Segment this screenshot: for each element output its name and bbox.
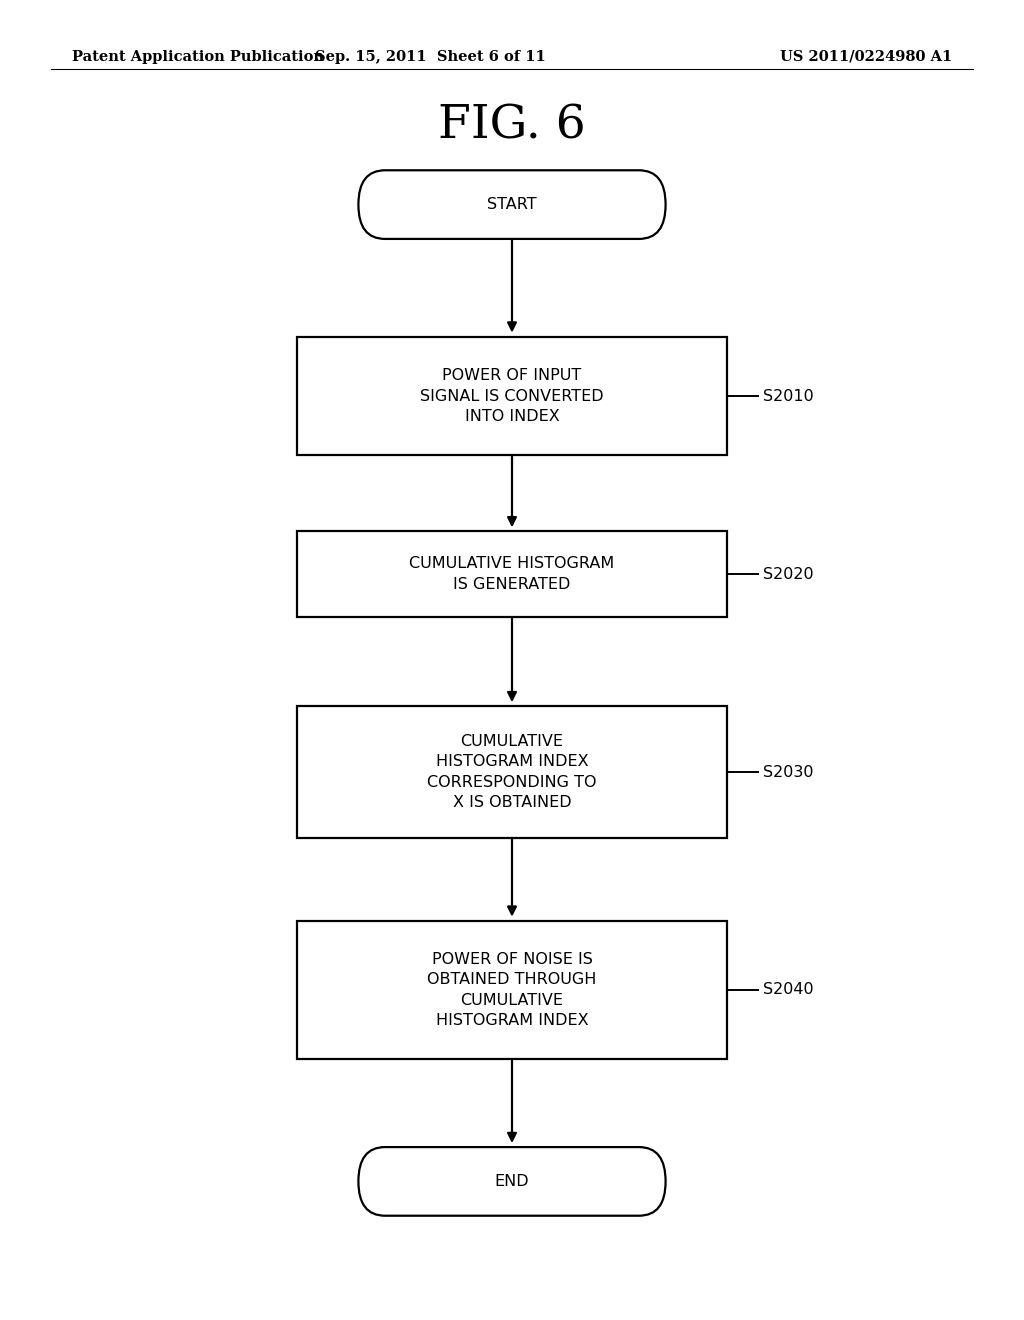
Text: S2010: S2010 — [763, 388, 814, 404]
Text: POWER OF NOISE IS
OBTAINED THROUGH
CUMULATIVE
HISTOGRAM INDEX: POWER OF NOISE IS OBTAINED THROUGH CUMUL… — [427, 952, 597, 1028]
Text: POWER OF INPUT
SIGNAL IS CONVERTED
INTO INDEX: POWER OF INPUT SIGNAL IS CONVERTED INTO … — [420, 368, 604, 424]
Text: CUMULATIVE
HISTOGRAM INDEX
CORRESPONDING TO
X IS OBTAINED: CUMULATIVE HISTOGRAM INDEX CORRESPONDING… — [427, 734, 597, 810]
Text: Sep. 15, 2011  Sheet 6 of 11: Sep. 15, 2011 Sheet 6 of 11 — [314, 50, 546, 63]
Text: FIG. 6: FIG. 6 — [438, 103, 586, 148]
Text: US 2011/0224980 A1: US 2011/0224980 A1 — [780, 50, 952, 63]
Text: Patent Application Publication: Patent Application Publication — [72, 50, 324, 63]
Text: S2020: S2020 — [763, 566, 813, 582]
Text: S2030: S2030 — [763, 764, 813, 780]
FancyBboxPatch shape — [358, 170, 666, 239]
Text: S2040: S2040 — [763, 982, 813, 998]
FancyBboxPatch shape — [358, 1147, 666, 1216]
Text: END: END — [495, 1173, 529, 1189]
Text: CUMULATIVE HISTOGRAM
IS GENERATED: CUMULATIVE HISTOGRAM IS GENERATED — [410, 557, 614, 591]
FancyBboxPatch shape — [297, 706, 727, 838]
FancyBboxPatch shape — [297, 921, 727, 1059]
FancyBboxPatch shape — [297, 532, 727, 618]
FancyBboxPatch shape — [297, 337, 727, 455]
Text: START: START — [487, 197, 537, 213]
